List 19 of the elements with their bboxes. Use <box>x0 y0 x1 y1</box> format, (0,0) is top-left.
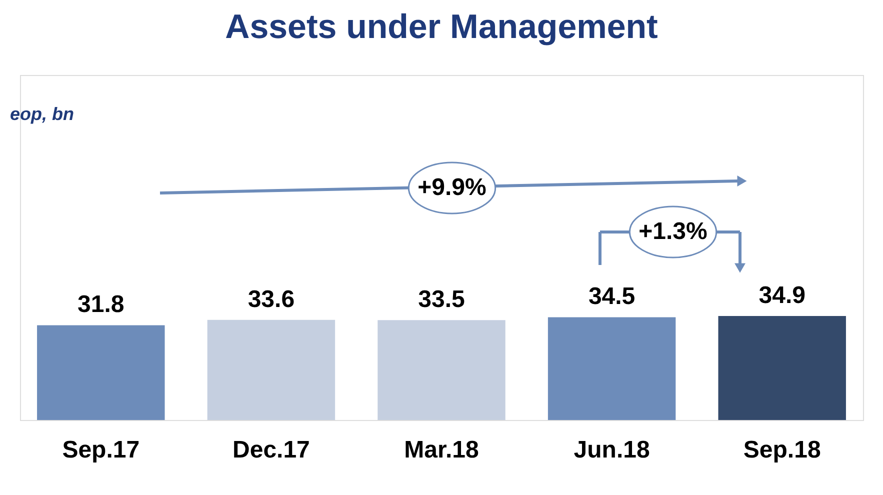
bar <box>718 316 846 420</box>
chart-title: Assets under Management <box>225 8 658 46</box>
x-tick-label: Sep.17 <box>62 436 140 464</box>
bar <box>548 317 676 420</box>
data-label: 33.6 <box>248 286 295 313</box>
text: eop, bn <box>10 104 74 124</box>
x-tick-label: Mar.18 <box>404 436 479 464</box>
bar <box>207 320 336 420</box>
x-tick-label: Dec.17 <box>232 436 310 464</box>
text: +9.9% <box>418 174 486 201</box>
data-label: 33.5 <box>418 286 465 314</box>
data-label: 31.8 <box>78 291 124 318</box>
text: +1.3% <box>638 218 708 245</box>
bar <box>378 320 506 420</box>
bar <box>37 325 165 420</box>
x-tick-label: Jun.18 <box>574 436 650 464</box>
data-label: 34.5 <box>588 283 636 310</box>
x-tick-label: Sep.18 <box>743 436 821 464</box>
data-label: 34.9 <box>758 282 806 309</box>
